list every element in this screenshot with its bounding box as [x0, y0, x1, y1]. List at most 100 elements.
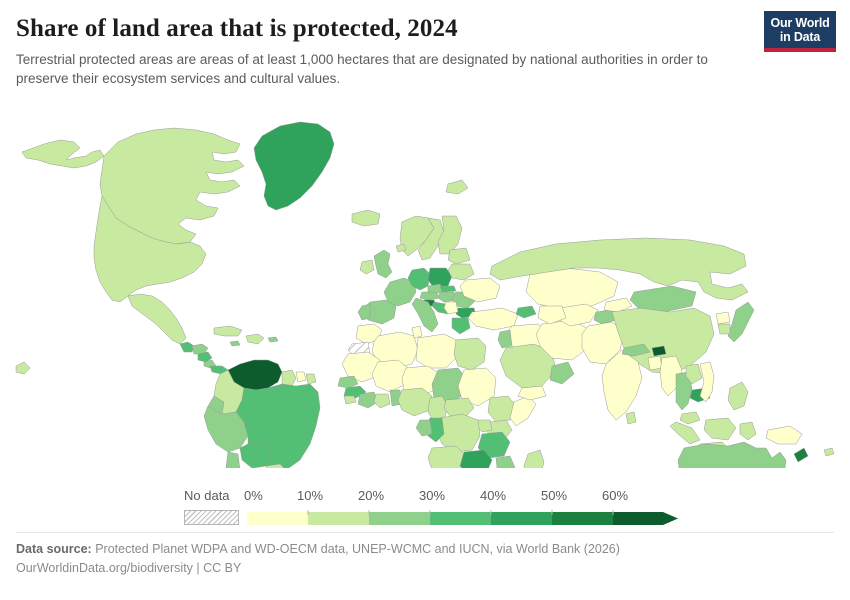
country-cuba[interactable] — [214, 326, 242, 336]
country-serbia[interactable] — [444, 302, 458, 314]
country-japan[interactable] — [728, 302, 754, 342]
country-bolivia[interactable] — [240, 442, 272, 468]
country-nigeria[interactable] — [398, 388, 432, 416]
country-sumatra[interactable] — [670, 422, 700, 444]
country-alaska[interactable] — [22, 140, 104, 168]
owid-logo[interactable]: Our World in Data — [764, 11, 836, 52]
country-finland[interactable] — [438, 216, 462, 254]
country-hawaii[interactable] — [16, 362, 30, 374]
country-honduras[interactable] — [192, 344, 208, 354]
country-suriname[interactable] — [296, 372, 306, 382]
country-paraguay[interactable] — [264, 464, 288, 468]
country-argentina[interactable] — [238, 466, 284, 468]
country-oman[interactable] — [550, 362, 574, 384]
country-ivory-coast[interactable] — [358, 392, 378, 408]
country-mongolia[interactable] — [630, 286, 696, 312]
country-mozambique[interactable] — [492, 456, 516, 468]
country-ireland[interactable] — [360, 260, 374, 274]
map-svg[interactable] — [0, 96, 850, 468]
country-central-african-republic[interactable] — [444, 398, 474, 416]
legend-bin-4[interactable] — [491, 512, 552, 525]
country-vietnam[interactable] — [700, 362, 714, 402]
country-ethiopia[interactable] — [488, 396, 516, 422]
country-turkey[interactable] — [468, 308, 518, 330]
legend-bin-2[interactable] — [369, 512, 430, 525]
country-france[interactable] — [384, 278, 416, 306]
country-sulawesi[interactable] — [740, 422, 756, 440]
country-chile[interactable] — [226, 452, 240, 468]
country-austria[interactable] — [420, 292, 440, 300]
country-sri-lanka[interactable] — [626, 412, 636, 424]
country-mali[interactable] — [372, 360, 408, 392]
country-iceland-small-isles[interactable] — [396, 244, 406, 252]
country-sweden[interactable] — [418, 218, 444, 260]
country-puerto-rico[interactable] — [268, 337, 278, 342]
country-malaysia[interactable] — [680, 412, 700, 424]
legend-bin-1[interactable] — [308, 512, 369, 525]
country-svalbard[interactable] — [446, 180, 468, 194]
country-yemen[interactable] — [518, 386, 546, 400]
country-egypt[interactable] — [454, 338, 486, 370]
country-philippines[interactable] — [728, 382, 748, 410]
country-sierra-leone[interactable] — [344, 396, 356, 404]
country-papua-new-guinea[interactable] — [766, 426, 802, 444]
country-angola[interactable] — [428, 446, 466, 468]
country-nicaragua[interactable] — [198, 352, 212, 362]
country-laos[interactable] — [686, 364, 702, 384]
country-guatemala[interactable] — [180, 342, 194, 352]
country-kazakhstan[interactable] — [526, 268, 618, 310]
country-israel-jordan[interactable] — [498, 330, 512, 348]
country-mauritania[interactable] — [342, 352, 380, 382]
country-madagascar[interactable] — [524, 450, 544, 468]
country-greenland[interactable] — [254, 122, 334, 210]
country-tunisia[interactable] — [412, 326, 422, 338]
country-turkmenistan[interactable] — [538, 306, 566, 324]
country-norway[interactable] — [400, 216, 434, 256]
country-kyrgyzstan[interactable] — [604, 298, 632, 312]
country-guyana[interactable] — [282, 370, 296, 386]
legend-color-bar[interactable] — [0, 510, 850, 526]
country-north-korea[interactable] — [716, 312, 730, 324]
country-united-states[interactable] — [94, 196, 206, 302]
country-sudan[interactable] — [458, 368, 496, 406]
country-hispaniola[interactable] — [246, 334, 264, 344]
country-fiji[interactable] — [824, 448, 834, 456]
map-legend[interactable]: No data 0% 10% 20% 30% 40% 50% 60% — [0, 488, 850, 534]
country-senegal[interactable] — [338, 376, 358, 388]
country-belarus[interactable] — [448, 264, 474, 280]
country-india[interactable] — [602, 350, 642, 420]
country-australia[interactable] — [678, 442, 786, 468]
country-bangladesh[interactable] — [648, 356, 662, 370]
owid-url-link[interactable]: OurWorldinData.org/biodiversity — [16, 561, 193, 575]
country-slovakia[interactable] — [440, 286, 456, 292]
country-baltics[interactable] — [448, 248, 470, 264]
country-south-korea[interactable] — [718, 324, 730, 334]
country-zambia[interactable] — [460, 450, 492, 468]
country-jamaica[interactable] — [230, 341, 240, 346]
country-borneo[interactable] — [704, 418, 736, 440]
country-mexico[interactable] — [128, 294, 186, 344]
legend-bin-5[interactable] — [552, 512, 613, 525]
country-germany[interactable] — [408, 268, 430, 290]
world-choropleth-map[interactable] — [0, 96, 850, 468]
country-nepal[interactable] — [622, 344, 650, 356]
country-ukraine[interactable] — [460, 278, 500, 302]
country-libya[interactable] — [416, 334, 456, 368]
country-greece[interactable] — [452, 318, 470, 334]
legend-no-data-swatch[interactable] — [184, 510, 239, 525]
country-portugal[interactable] — [358, 304, 370, 320]
country-ghana[interactable] — [374, 394, 390, 408]
country-italy[interactable] — [412, 298, 438, 332]
country-gabon[interactable] — [416, 420, 432, 436]
country-iceland[interactable] — [352, 210, 380, 226]
country-french-guiana[interactable] — [306, 374, 316, 384]
country-bhutan[interactable] — [652, 346, 666, 356]
country-georgia[interactable] — [516, 306, 536, 318]
country-croatia[interactable] — [432, 302, 448, 314]
country-russia[interactable] — [490, 238, 748, 300]
legend-bin-3[interactable] — [430, 512, 491, 525]
country-new-caledonia[interactable] — [794, 448, 808, 462]
country-hungary[interactable] — [438, 292, 456, 302]
legend-bin-0[interactable] — [247, 512, 308, 525]
legend-bin-6-arrow[interactable] — [613, 512, 678, 525]
